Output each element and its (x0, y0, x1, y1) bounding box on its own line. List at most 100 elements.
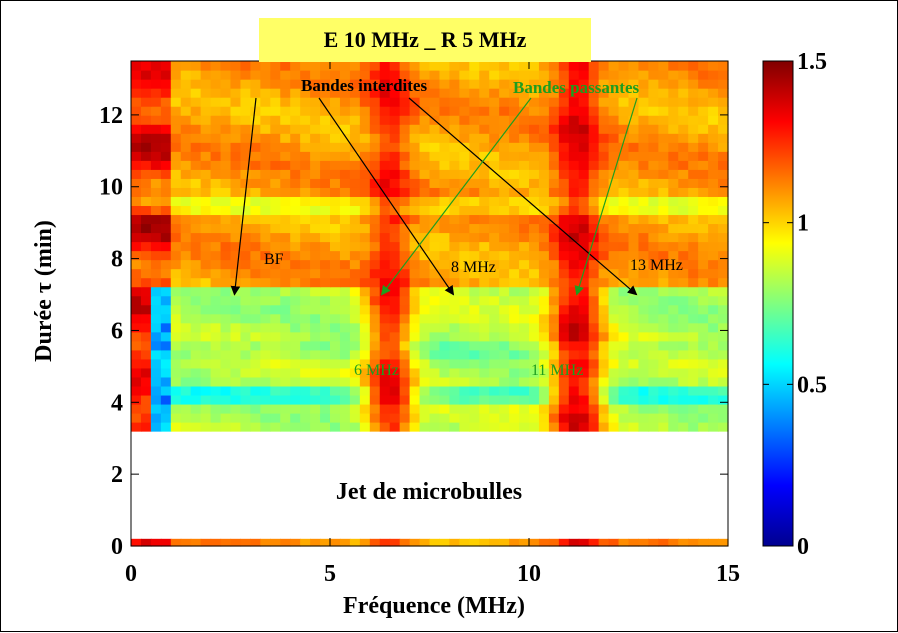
heatmap-cell (230, 61, 242, 71)
heatmap-cell (678, 313, 689, 324)
heatmap-cell (449, 403, 460, 414)
heatmap-cell (578, 88, 590, 98)
heatmap-cell (608, 79, 620, 89)
heatmap-cell (578, 322, 590, 333)
heatmap-cell (409, 88, 421, 98)
heatmap-cell (588, 349, 600, 360)
heatmap-cell (180, 259, 192, 270)
heatmap-cell (131, 106, 142, 116)
heatmap-cell (429, 241, 441, 252)
heatmap-cell (419, 313, 431, 324)
heatmap-cell (578, 340, 590, 351)
heatmap-cell (369, 322, 381, 333)
heatmap-cell (190, 115, 202, 125)
heatmap-cell (658, 376, 669, 387)
heatmap-cell (389, 178, 401, 188)
heatmap-cell (529, 205, 540, 216)
heatmap-cell (459, 331, 470, 342)
heatmap-cell (509, 394, 520, 405)
heatmap-cell (290, 232, 301, 243)
heatmap-cell (618, 313, 630, 324)
heatmap-cell (429, 79, 441, 89)
heatmap-cell (379, 70, 391, 80)
heatmap-cell (618, 124, 630, 134)
heatmap-cell (538, 70, 550, 80)
heatmap-cell (558, 124, 570, 134)
heatmap-cell (698, 403, 709, 414)
heatmap-cell (558, 151, 570, 161)
heatmap-cell (250, 223, 261, 234)
heatmap-cell (210, 169, 222, 179)
heatmap-cell (180, 250, 192, 261)
heatmap-cell (140, 232, 152, 243)
heatmap-cell (578, 151, 590, 161)
heatmap-cell (330, 331, 341, 342)
heatmap-cell (160, 133, 172, 143)
gap-label: Jet de microbulles (336, 479, 522, 505)
heatmap-cell (519, 286, 530, 297)
heatmap-cell (300, 196, 311, 207)
heatmap-cell (708, 106, 719, 116)
heatmap-cell (349, 88, 361, 98)
heatmap-cell (489, 340, 500, 351)
heatmap-cell (150, 295, 162, 306)
heatmap-cell (429, 70, 441, 80)
heatmap-cell (280, 394, 291, 405)
heatmap-cell (180, 187, 192, 197)
heatmap-cell (638, 151, 649, 161)
heatmap-cell (608, 394, 620, 405)
heatmap-cell (548, 106, 560, 116)
heatmap-cell (489, 250, 500, 261)
heatmap-cell (349, 277, 361, 288)
heatmap-cell (131, 124, 142, 134)
heatmap-cell (200, 358, 212, 369)
heatmap-cell (160, 277, 172, 288)
heatmap-cell (459, 295, 470, 306)
heatmap-cell (369, 214, 381, 225)
heatmap-cell (718, 178, 729, 188)
heatmap-cell (210, 250, 222, 261)
heatmap-cell (538, 214, 550, 225)
heatmap-cell (698, 250, 709, 261)
heatmap-cell (369, 196, 381, 207)
heatmap-cell (548, 115, 560, 125)
heatmap-cell (369, 259, 381, 270)
heatmap-cell (330, 538, 341, 547)
heatmap-cell (618, 106, 630, 116)
heatmap-cell (718, 241, 729, 252)
heatmap-cell (160, 367, 172, 378)
heatmap-cell (568, 232, 580, 243)
heatmap-cell (648, 322, 659, 333)
heatmap-cell (389, 151, 401, 161)
heatmap-cell (150, 97, 162, 107)
heatmap-cell (459, 241, 470, 252)
heatmap-cell (708, 133, 719, 143)
heatmap-cell (548, 422, 560, 432)
heatmap-cell (459, 286, 470, 297)
heatmap-cell (330, 232, 341, 243)
heatmap-cell (379, 178, 391, 188)
heatmap-cell (608, 88, 620, 98)
heatmap-cell (538, 538, 550, 547)
heatmap-cell (131, 178, 142, 188)
heatmap-cell (369, 178, 381, 188)
heatmap-cell (369, 133, 381, 143)
heatmap-cell (419, 322, 431, 333)
heatmap-cell (558, 79, 570, 89)
heatmap-cell (568, 70, 580, 80)
heatmap-cell (160, 286, 172, 297)
heatmap-cell (718, 403, 729, 414)
heatmap-cell (210, 232, 222, 243)
heatmap-cell (260, 313, 271, 324)
heatmap-cell (280, 412, 291, 423)
heatmap-cell (638, 133, 649, 143)
heatmap-cell (300, 259, 311, 270)
heatmap-cell (310, 151, 321, 161)
heatmap-cell (548, 169, 560, 179)
heatmap-cell (409, 124, 421, 134)
heatmap-cell (330, 187, 341, 197)
heatmap-cell (548, 259, 560, 270)
heatmap-cell (210, 70, 222, 80)
heatmap-cell (708, 376, 719, 387)
